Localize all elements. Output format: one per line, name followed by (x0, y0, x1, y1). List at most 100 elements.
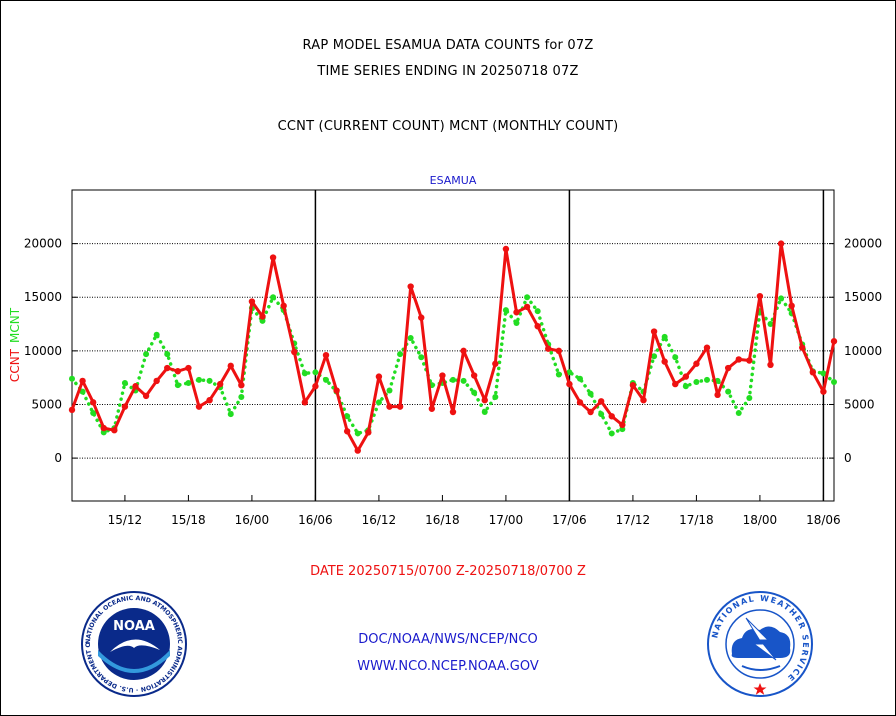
x-tick-label: 18/06 (806, 513, 841, 527)
y-tick-label-right: 15000 (844, 290, 882, 304)
data-point-ccnt (470, 372, 478, 379)
data-point-ccnt (343, 428, 351, 435)
chart-title-line-2: TIME SERIES ENDING IN 20250718 07Z (317, 64, 579, 79)
y-tick-label-left: 15000 (24, 290, 62, 304)
data-point-ccnt (545, 345, 552, 352)
data-point-mcnt (492, 393, 499, 400)
data-point-ccnt (216, 380, 224, 388)
data-point-ccnt (534, 322, 541, 330)
data-point-mcnt (608, 430, 615, 437)
nws-logo[interactable]: NATIONAL WEATHER SERVICE (706, 590, 814, 698)
data-point-ccnt (449, 408, 457, 416)
data-point-ccnt (492, 360, 499, 367)
data-point-ccnt (629, 381, 637, 389)
data-point-mcnt (386, 387, 393, 394)
data-point-ccnt (481, 396, 488, 404)
x-tick-label: 18/00 (743, 513, 778, 527)
data-point-ccnt (820, 388, 827, 395)
data-point-ccnt (111, 427, 118, 434)
data-point-ccnt (439, 372, 446, 379)
data-point-mcnt (79, 388, 86, 395)
data-point-ccnt (809, 369, 817, 376)
nco-website-link[interactable]: WWW.NCO.NCEP.NOAA.GOV (357, 659, 539, 674)
x-tick-label: 15/18 (171, 513, 206, 527)
data-point-mcnt (143, 351, 150, 358)
data-point-mcnt (831, 378, 837, 385)
data-point-mcnt (555, 371, 562, 378)
nco-org-link[interactable]: DOC/NOAA/NWS/NCEP/NCO (358, 632, 538, 647)
data-point-mcnt (534, 308, 541, 315)
nws-lightning-icon (745, 617, 777, 661)
data-point-mcnt (672, 354, 679, 361)
data-point-ccnt (185, 364, 192, 372)
y-tick-label-right: 10000 (844, 344, 882, 358)
data-point-ccnt (735, 356, 742, 363)
data-point-mcnt (270, 294, 277, 301)
data-point-ccnt (799, 344, 806, 351)
data-point-mcnt (206, 377, 213, 384)
data-point-mcnt (502, 307, 509, 314)
nws-wind-lines (741, 665, 781, 671)
data-point-mcnt (174, 382, 181, 389)
noaa-logo[interactable]: NATIONAL OCEANIC AND ATMOSPHERIC ADMINIS… (80, 590, 188, 698)
x-tick-label: 16/00 (235, 513, 270, 527)
data-point-mcnt (312, 369, 319, 376)
data-point-ccnt (227, 362, 234, 370)
data-point-mcnt (90, 410, 97, 417)
data-point-ccnt (142, 392, 150, 400)
data-point-ccnt (100, 424, 107, 432)
data-point-ccnt (375, 373, 383, 380)
y-tick-label-left: 5000 (31, 397, 62, 411)
data-point-mcnt (238, 393, 245, 400)
data-point-ccnt (121, 403, 129, 410)
date-range-label: DATE 20250715/0700 Z-20250718/0700 Z (310, 564, 586, 579)
data-point-ccnt (365, 429, 372, 436)
data-point-mcnt (577, 375, 583, 382)
data-point-mcnt (121, 380, 128, 387)
data-point-ccnt (576, 399, 584, 406)
noaa-wave (98, 650, 170, 673)
data-point-ccnt (195, 403, 203, 410)
data-point-ccnt (259, 313, 266, 320)
y-axis-label-mcnt: MCNT (8, 307, 22, 343)
data-point-ccnt (269, 254, 277, 261)
series-line-ccnt (70, 242, 836, 453)
x-tick-label: 17/00 (489, 513, 524, 527)
data-point-ccnt (619, 421, 626, 429)
y-axis-label-ccnt: CCNT (8, 348, 22, 382)
data-point-ccnt (206, 396, 213, 404)
data-point-mcnt (354, 430, 361, 437)
data-point-ccnt (460, 347, 467, 355)
data-point-mcnt (704, 376, 710, 383)
x-tick-label: 15/12 (108, 513, 143, 527)
x-tick-label: 16/06 (298, 513, 333, 527)
x-tick-label: 17/18 (679, 513, 714, 527)
data-point-ccnt (248, 298, 256, 305)
chart-title-line-1: RAP MODEL ESAMUA DATA COUNTS for 07Z (302, 38, 594, 53)
data-point-ccnt (238, 381, 245, 389)
data-point-ccnt (164, 364, 171, 372)
data-point-mcnt (725, 388, 732, 395)
data-point-ccnt (555, 347, 563, 355)
data-point-ccnt (174, 368, 182, 375)
data-point-ccnt (724, 364, 732, 372)
data-point-ccnt (428, 405, 436, 412)
x-tick-label: 16/12 (362, 513, 397, 527)
data-point-mcnt (778, 295, 785, 302)
data-point-mcnt (651, 353, 658, 360)
data-point-mcnt (196, 376, 202, 383)
data-point-ccnt (746, 357, 753, 364)
data-point-ccnt (312, 383, 319, 390)
data-point-ccnt (407, 283, 414, 290)
data-point-mcnt (767, 321, 774, 328)
data-point-mcnt (513, 319, 520, 326)
y-tick-label-left: 10000 (24, 344, 62, 358)
data-point-ccnt (280, 302, 287, 310)
data-point-ccnt (396, 403, 404, 410)
data-point-ccnt (79, 377, 86, 385)
plot-area-border (71, 189, 835, 502)
data-point-ccnt (523, 303, 531, 311)
data-point-mcnt (471, 389, 478, 396)
noaa-label: NOAA (113, 619, 155, 634)
